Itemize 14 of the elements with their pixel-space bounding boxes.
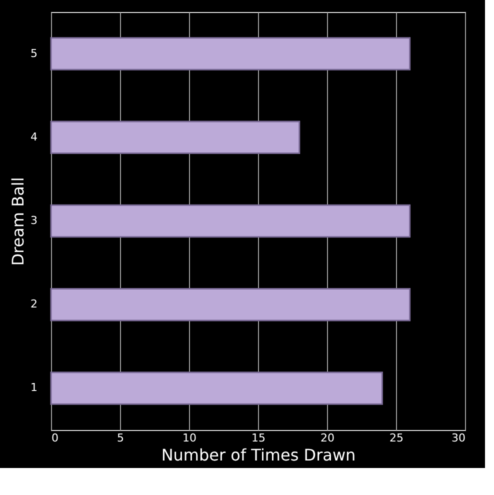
- x-tick-label: 15: [252, 432, 266, 444]
- x-tick-label: 10: [182, 432, 196, 444]
- x-tick-label: 30: [452, 432, 466, 444]
- x-tick-label: 20: [320, 432, 334, 444]
- y-tick-label: 5: [30, 46, 38, 60]
- x-axis-title: Number of Times Drawn: [161, 446, 356, 464]
- y-tick-label: 4: [30, 130, 38, 144]
- y-tick-label: 1: [30, 381, 38, 394]
- x-tick-label: 25: [390, 432, 404, 444]
- x-tick-label: 5: [117, 432, 124, 444]
- x-tick-label: 0: [52, 432, 58, 444]
- y-tick-label: 3: [30, 214, 38, 227]
- y-axis-title: Dream Ball: [8, 177, 28, 266]
- y-tick-label: 2: [30, 298, 38, 311]
